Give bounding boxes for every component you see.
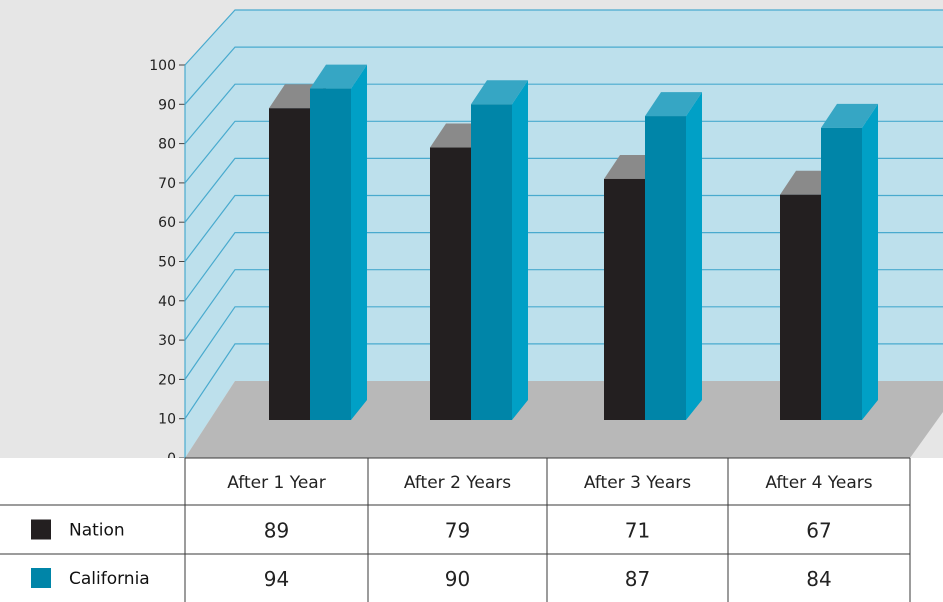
- data-label: 79: [445, 519, 470, 543]
- legend-swatch-california: [31, 568, 51, 588]
- y-tick-label: 40: [158, 294, 176, 310]
- bar-front: [821, 127, 862, 420]
- y-tick-label: 20: [158, 372, 176, 388]
- legend-label-nation: Nation: [69, 521, 125, 541]
- bar-front: [310, 88, 351, 420]
- grid-line: [184, 232, 943, 302]
- bar-california-2: [471, 80, 528, 421]
- y-tick-label: 60: [158, 215, 176, 231]
- table-background: [0, 458, 943, 602]
- legend-swatch-nation: [31, 519, 51, 540]
- grid-line: [184, 83, 943, 144]
- data-label: 84: [806, 567, 831, 591]
- grid-lines: [184, 9, 943, 420]
- bar-side: [351, 64, 367, 420]
- legend-label-california: California: [69, 569, 150, 589]
- bar-front: [604, 178, 645, 420]
- grid-line: [184, 269, 943, 341]
- bar-top: [645, 92, 702, 117]
- x-tick-label: After 2 Years: [404, 473, 511, 493]
- bar-side: [862, 103, 878, 420]
- y-tick-label: 90: [158, 97, 176, 113]
- data-label: 71: [625, 519, 650, 543]
- bar-front: [645, 116, 686, 420]
- y-tick-label: 30: [158, 333, 176, 349]
- grid-line: [184, 120, 943, 184]
- floor: [185, 381, 943, 458]
- x-tick-label: After 1 Year: [227, 473, 325, 493]
- bar-top: [310, 64, 367, 89]
- bar-california-1: [310, 64, 367, 420]
- data-label: 89: [264, 519, 289, 543]
- bar-california-4: [821, 103, 878, 420]
- grid-line: [184, 343, 943, 420]
- y-axis: 0102030405060708090100: [149, 58, 186, 467]
- bar-side: [686, 92, 702, 420]
- bar-front: [430, 147, 471, 420]
- side-wall: [185, 10, 235, 458]
- data-table: After 1 Year After 2 Years After 3 Years Af…: [0, 457, 943, 602]
- grid-line: [184, 9, 943, 66]
- y-tick-label: 100: [149, 58, 176, 74]
- grid-line: [184, 157, 943, 223]
- data-label: 94: [264, 567, 289, 591]
- y-tick-label: 80: [158, 137, 176, 153]
- y-tick-label: 70: [158, 176, 176, 192]
- data-label: 67: [806, 519, 831, 543]
- bar-top: [471, 80, 528, 105]
- data-label: 87: [625, 567, 650, 591]
- bar-side: [512, 80, 528, 421]
- bar-top: [821, 103, 878, 128]
- x-tick-label: After 3 Years: [584, 473, 691, 493]
- grid-line: [184, 306, 943, 380]
- bar-front: [269, 108, 310, 420]
- y-tick-label: 50: [158, 255, 176, 271]
- grid-line: [184, 194, 943, 262]
- bar-front: [780, 194, 821, 420]
- y-tick-label: 10: [158, 412, 176, 428]
- data-label: 90: [445, 567, 470, 591]
- grid-line: [184, 46, 943, 105]
- bar-front: [471, 104, 512, 421]
- x-tick-label: After 4 Years: [765, 473, 872, 493]
- bars: [269, 64, 878, 421]
- bar-california-3: [645, 92, 702, 420]
